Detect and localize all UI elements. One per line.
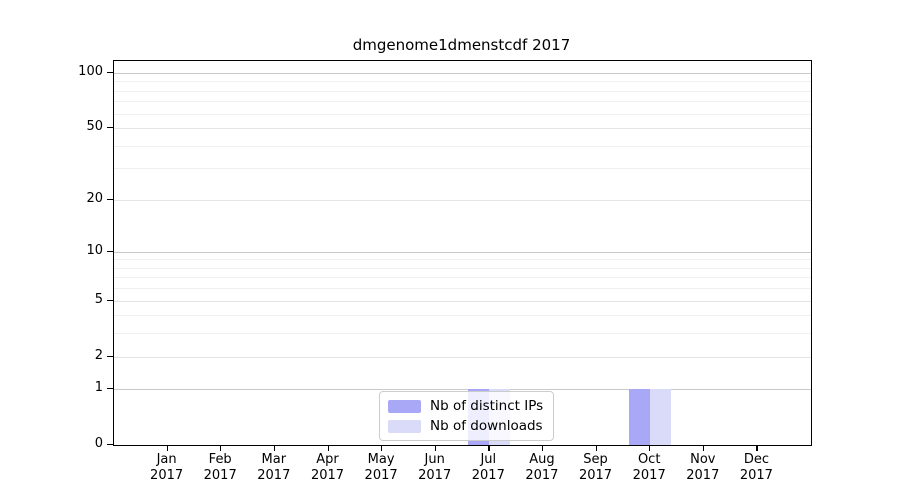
minor-gridline-4: [114, 315, 811, 317]
legend-item-distinct-ips: Nb of distinct IPs: [388, 398, 543, 414]
x-tick-label-jan: Jan 2017: [150, 452, 184, 483]
legend-label-downloads: Nb of downloads: [430, 418, 543, 434]
bar-nb-of-downloads-oct: [650, 389, 672, 445]
y-tick-20: [107, 198, 113, 200]
gridline-20: [114, 199, 811, 201]
y-tick-1: [107, 388, 113, 390]
gridline-1: [114, 389, 811, 391]
minor-gridline-6: [114, 288, 811, 290]
legend: Nb of distinct IPs Nb of downloads: [379, 391, 555, 441]
y-tick-label-50: 50: [86, 119, 103, 135]
y-tick-100: [107, 72, 113, 74]
legend-swatch-distinct-ips: [388, 399, 421, 413]
x-tick-aug: [541, 445, 544, 451]
y-tick-50: [107, 127, 113, 129]
x-tick-label-feb: Feb 2017: [203, 452, 237, 483]
x-tick-label-jul: Jul 2017: [471, 452, 505, 483]
x-tick-apr: [327, 445, 329, 451]
gridline-10: [114, 251, 811, 253]
x-tick-jun: [434, 445, 436, 451]
y-tick-2: [107, 355, 113, 357]
x-tick-label-may: May 2017: [364, 452, 398, 483]
y-tick-label-2: 2: [94, 347, 103, 363]
x-tick-label-jun: Jun 2017: [418, 452, 452, 483]
x-tick-feb: [220, 445, 222, 451]
minor-gridline-70: [114, 101, 811, 103]
legend-item-downloads: Nb of downloads: [388, 418, 543, 434]
y-tick-5: [107, 299, 113, 301]
y-tick-label-0: 0: [94, 436, 103, 451]
minor-gridline-40: [114, 145, 811, 147]
minor-gridline-90: [114, 81, 811, 83]
x-tick-oct: [649, 445, 651, 451]
minor-gridline-9: [114, 259, 811, 261]
y-tick-0: [107, 444, 113, 446]
chart-title: dmgenome1dmenstcdf 2017: [352, 36, 571, 54]
minor-gridline-7: [114, 277, 811, 279]
x-tick-sep: [595, 445, 597, 451]
x-tick-label-dec: Dec 2017: [739, 452, 773, 483]
x-tick-nov: [702, 445, 705, 451]
x-tick-label-nov: Nov 2017: [686, 452, 720, 483]
minor-gridline-8: [114, 267, 811, 269]
x-tick-dec: [756, 445, 758, 451]
legend-swatch-downloads: [388, 419, 421, 433]
legend-label-distinct-ips: Nb of distinct IPs: [430, 398, 544, 414]
x-tick-may: [381, 445, 383, 451]
bar-nb-of-distinct-ips-oct: [629, 389, 651, 445]
gridline-2: [114, 356, 811, 358]
minor-gridline-80: [114, 90, 811, 92]
minor-gridline-60: [114, 113, 811, 115]
x-tick-label-oct: Oct 2017: [632, 452, 666, 483]
y-tick-10: [107, 250, 113, 252]
y-tick-label-100: 100: [78, 64, 103, 79]
x-tick-label-mar: Mar 2017: [257, 452, 291, 483]
x-tick-jul: [488, 445, 490, 451]
y-tick-label-5: 5: [94, 291, 103, 307]
gridline-50: [114, 128, 811, 130]
minor-gridline-30: [114, 168, 811, 170]
x-tick-mar: [273, 445, 276, 451]
gridline-100: [114, 73, 811, 74]
minor-gridline-3: [114, 333, 811, 335]
y-tick-label-1: 1: [94, 380, 103, 396]
x-tick-label-aug: Aug 2017: [525, 452, 559, 483]
y-tick-label-10: 10: [86, 242, 103, 258]
plot-area: Nb of distinct IPs Nb of downloads: [113, 60, 812, 446]
x-tick-label-sep: Sep 2017: [578, 452, 613, 483]
x-tick-label-apr: Apr 2017: [310, 452, 345, 483]
y-tick-label-20: 20: [86, 190, 103, 206]
x-tick-jan: [166, 445, 168, 451]
gridline-5: [114, 300, 811, 302]
